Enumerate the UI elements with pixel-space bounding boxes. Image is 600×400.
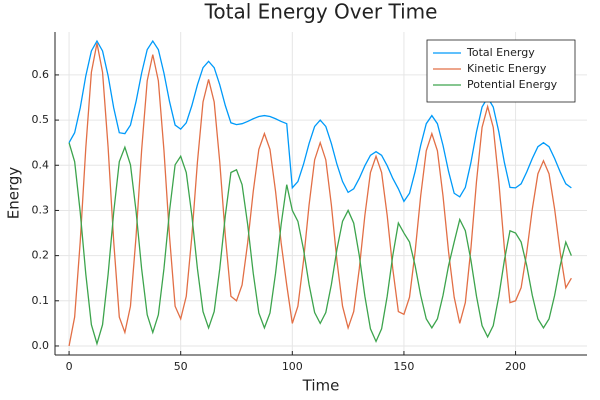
legend-label: Kinetic Energy [467, 62, 547, 75]
y-tick-label: 0.3 [32, 203, 50, 216]
x-tick-label: 150 [393, 360, 414, 373]
x-tick-label: 200 [505, 360, 526, 373]
legend-label: Total Energy [466, 46, 535, 59]
y-tick-label: 0.6 [32, 68, 50, 81]
x-axis-title: Time [302, 377, 340, 395]
x-tick-label: 100 [282, 360, 303, 373]
legend: Total Energy Kinetic Energy Potential Ener… [426, 39, 576, 103]
y-axis-title: Energy [5, 167, 23, 220]
y-tick-label: 0.0 [32, 339, 50, 352]
y-tick-label: 0.2 [32, 249, 50, 262]
legend-box [426, 39, 576, 103]
chart-title: Total Energy Over Time [204, 0, 438, 24]
legend-label: Potential Energy [467, 78, 558, 91]
y-tick-label: 0.5 [32, 113, 50, 126]
line-series [68, 43, 572, 347]
x-tick-label: 50 [174, 360, 188, 373]
y-tick-label: 0.1 [32, 294, 50, 307]
line-series [68, 142, 572, 347]
x-tick-label: 0 [66, 360, 73, 373]
y-tick-label: 0.4 [32, 158, 50, 171]
